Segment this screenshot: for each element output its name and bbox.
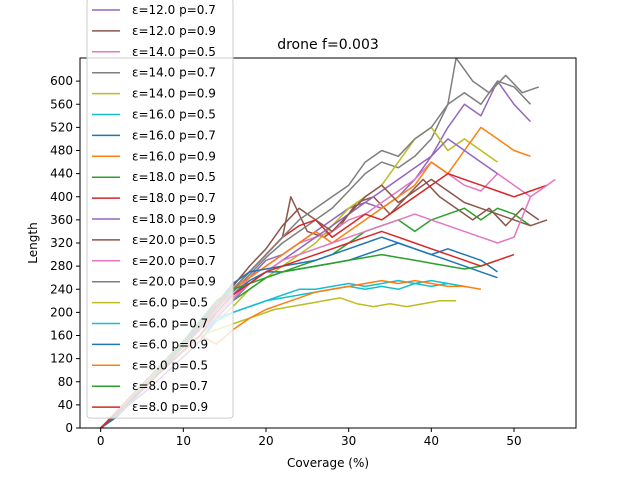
x-tick-label-5: 50 <box>506 434 521 448</box>
x-tick-label-1: 10 <box>176 434 191 448</box>
legend-label-4: ε=14.0 p=0.9 <box>132 87 216 101</box>
x-axis-ticks: 0 10 20 30 40 50 <box>97 428 522 448</box>
x-tick-label-4: 40 <box>424 434 439 448</box>
legend-label-2: ε=14.0 p=0.5 <box>132 45 216 59</box>
legend-label-16: ε=6.0 p=0.9 <box>132 337 208 351</box>
y-tick-label-1: 40 <box>58 398 73 412</box>
legend-label-5: ε=16.0 p=0.5 <box>132 108 216 122</box>
y-tick-label-10: 400 <box>50 190 73 204</box>
y-tick-label-8: 320 <box>50 236 73 250</box>
legend-label-7: ε=16.0 p=0.9 <box>132 149 216 163</box>
y-tick-label-2: 80 <box>58 375 73 389</box>
legend-box <box>86 0 234 419</box>
y-tick-label-3: 120 <box>50 352 73 366</box>
x-axis-label: Coverage (%) <box>287 456 369 470</box>
y-axis-label: Length <box>26 222 40 263</box>
y-tick-label-4: 160 <box>50 329 73 343</box>
y-tick-label-5: 200 <box>50 305 73 319</box>
legend-label-15: ε=6.0 p=0.7 <box>132 317 208 331</box>
legend-label-11: ε=20.0 p=0.5 <box>132 233 216 247</box>
legend-label-3: ε=14.0 p=0.7 <box>132 66 216 80</box>
y-tick-label-15: 600 <box>50 74 73 88</box>
legend-label-0: ε=12.0 p=0.7 <box>132 3 216 17</box>
y-tick-label-0: 0 <box>65 421 73 435</box>
x-tick-label-3: 30 <box>341 434 356 448</box>
y-tick-label-11: 440 <box>50 167 73 181</box>
y-tick-label-13: 520 <box>50 120 73 134</box>
x-tick-label-2: 20 <box>258 434 273 448</box>
y-axis-ticks: 0 40 80 120 160 200 240 280 320 360 400 440 480 520 56… <box>50 74 80 435</box>
legend-label-13: ε=20.0 p=0.9 <box>132 275 216 289</box>
chart-title: drone f=0.003 <box>277 37 379 53</box>
legend-label-1: ε=12.0 p=0.9 <box>132 24 216 38</box>
legend-label-17: ε=8.0 p=0.5 <box>132 358 208 372</box>
legend-label-9: ε=18.0 p=0.7 <box>132 191 216 205</box>
y-tick-label-6: 240 <box>50 282 73 296</box>
legend-label-6: ε=16.0 p=0.7 <box>132 128 216 142</box>
legend-label-12: ε=20.0 p=0.7 <box>132 254 216 268</box>
legend-label-8: ε=18.0 p=0.5 <box>132 170 216 184</box>
legend-label-19: ε=8.0 p=0.9 <box>132 400 208 414</box>
x-tick-label-0: 0 <box>97 434 105 448</box>
y-tick-label-7: 280 <box>50 259 73 273</box>
legend-label-14: ε=6.0 p=0.5 <box>132 296 208 310</box>
y-tick-label-12: 480 <box>50 144 73 158</box>
legend-label-18: ε=8.0 p=0.7 <box>132 379 208 393</box>
y-tick-label-14: 560 <box>50 97 73 111</box>
legend: ε=12.0 p=0.7 ε=12.0 p=0.9 ε=14.0 p=0.5 ε=14… <box>86 0 234 419</box>
y-tick-label-9: 360 <box>50 213 73 227</box>
legend-label-10: ε=18.0 p=0.9 <box>132 212 216 226</box>
